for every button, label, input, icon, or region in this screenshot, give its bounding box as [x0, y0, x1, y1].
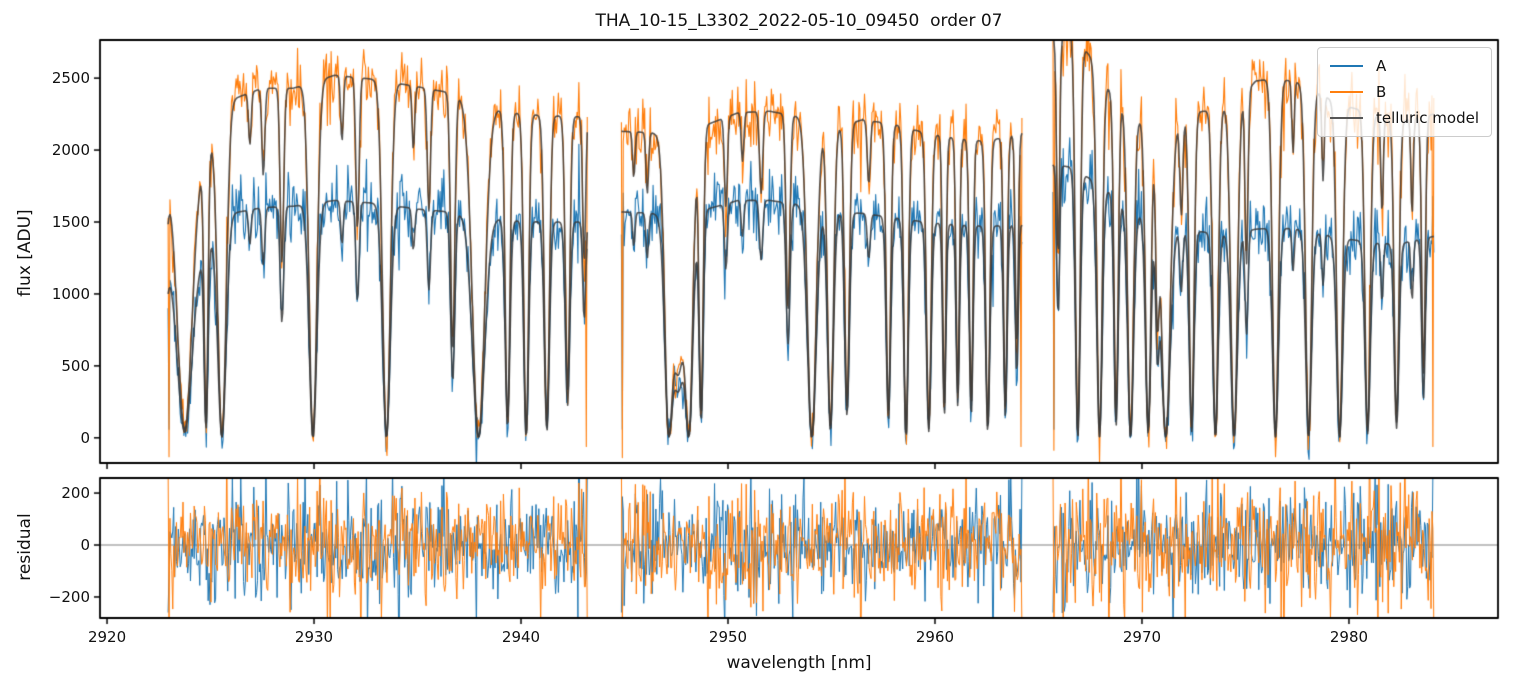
- y-tick-label-flux: 2000: [51, 141, 90, 160]
- legend-line-A-swatch: [1330, 65, 1363, 67]
- x-tick-label: 2980: [1329, 628, 1369, 646]
- y-tick-label-flux: 1000: [51, 284, 90, 303]
- legend-item-telluric-model: telluric model: [1326, 105, 1483, 131]
- legend-item-A: A: [1326, 53, 1483, 79]
- x-tick-label: 2940: [501, 628, 541, 646]
- y-tick-label-flux: 1500: [51, 213, 90, 231]
- x-tick-label: 2960: [915, 628, 955, 646]
- legend-line-B-swatch: [1330, 91, 1363, 93]
- y-tick-label-flux: 500: [61, 356, 90, 375]
- chart-title: THA_10-15_L3302_2022-05-10_09450 order 0…: [595, 11, 1003, 31]
- legend-label-A: A: [1376, 57, 1387, 75]
- legend-item-B: B: [1326, 79, 1483, 105]
- x-tick-label: 2930: [294, 628, 334, 646]
- x-tick-label: 2970: [1122, 628, 1162, 646]
- y-tick-label-residual: −200: [48, 587, 90, 606]
- legend-label-B: B: [1376, 83, 1387, 101]
- x-axis-label: wavelength [nm]: [726, 653, 872, 673]
- legend-label-telluric-model: telluric model: [1376, 109, 1480, 127]
- x-tick-label: 2950: [708, 628, 748, 646]
- legend-line-telluric-model-swatch: [1330, 117, 1363, 119]
- y-tick-label-flux: 0: [80, 428, 90, 447]
- y-tick-label-flux: 2500: [51, 69, 90, 88]
- y-tick-label-residual: 200: [61, 484, 90, 503]
- y-tick-label-residual: 0: [80, 536, 90, 554]
- legend: A B telluric model: [1317, 47, 1492, 137]
- x-tick-label: 2920: [87, 628, 127, 646]
